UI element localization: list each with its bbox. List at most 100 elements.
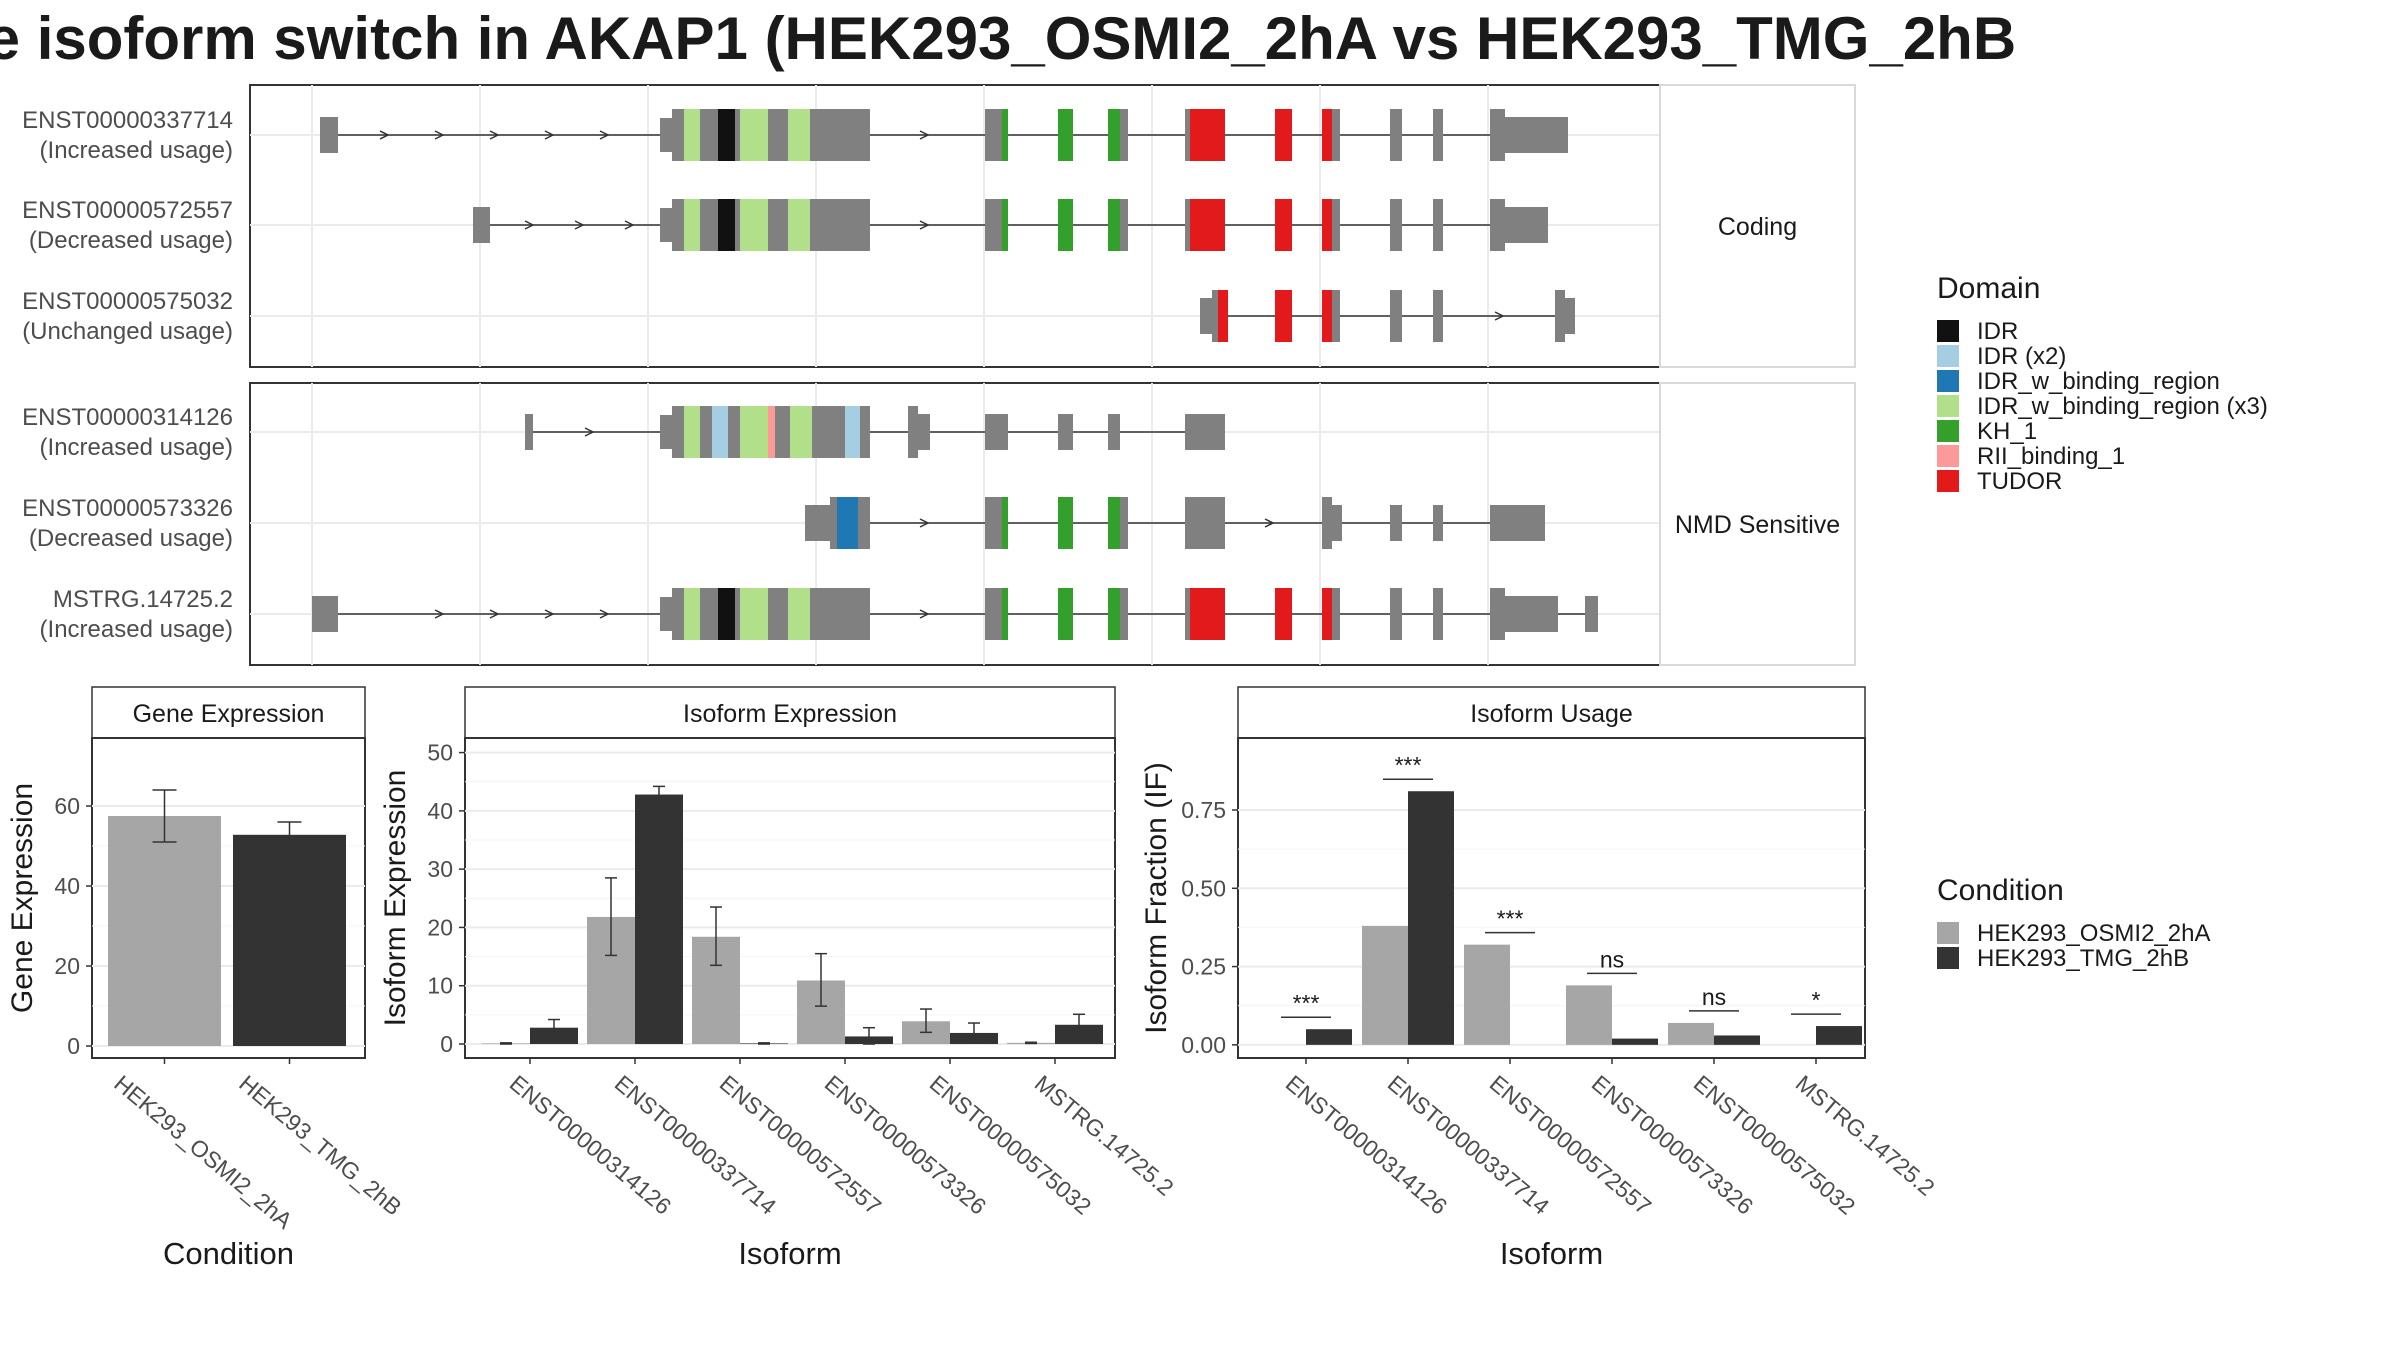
- domain-block: [1058, 199, 1073, 251]
- legend-label: HEK293_OSMI2_2hA: [1977, 920, 2210, 947]
- chart-title: Gene Expression: [133, 700, 325, 728]
- legend-key: [1937, 345, 1959, 367]
- y-axis-title: Isoform Expression: [379, 770, 412, 1027]
- isoform-usage-label: (Decreased usage): [29, 525, 233, 552]
- y-tick-label: 40: [427, 798, 453, 824]
- exon-block: [1555, 290, 1565, 342]
- chart-2: Isoform Expression 0 10 20 30 40 50 Isoform Exp…: [379, 686, 1179, 1271]
- exon-block: [1332, 505, 1342, 541]
- domain-block: [1002, 497, 1008, 549]
- exon-block: [1058, 414, 1073, 450]
- intron-arrow: [919, 518, 930, 528]
- legend-title: Condition: [1937, 874, 2064, 907]
- legend-key: [1937, 370, 1959, 392]
- x-axis-title: Condition: [163, 1236, 294, 1271]
- exon-block: [1200, 298, 1212, 334]
- exon-block: [1433, 290, 1443, 342]
- intron-arrow: [544, 130, 555, 140]
- exon-block: [660, 118, 672, 152]
- exon-block: [985, 109, 1002, 161]
- legend-label: KH_1: [1977, 418, 2037, 445]
- exon-block: [320, 117, 338, 153]
- domain-block: [1322, 109, 1332, 161]
- domain-block: [1002, 109, 1008, 161]
- exon-block: [1120, 497, 1128, 549]
- domain-block: [1058, 109, 1073, 161]
- exon-block: [672, 109, 684, 161]
- bar: [1612, 1038, 1658, 1045]
- significance-label: ***: [1293, 990, 1320, 1016]
- exon-block: [700, 109, 718, 161]
- exon-block: [1332, 290, 1340, 342]
- intron-arrow: [624, 220, 635, 230]
- domain-block: [684, 109, 700, 161]
- isoform-usage-label: (Increased usage): [40, 434, 233, 461]
- legend-key: [1937, 420, 1959, 442]
- exon-block: [1185, 199, 1190, 251]
- domain-block: [845, 406, 860, 458]
- exon-block: [700, 406, 712, 458]
- legend-label: IDR_w_binding_region (x3): [1977, 393, 2268, 420]
- isoform-id-label: ENST00000337714: [22, 107, 233, 134]
- chart-3: Isoform Usage 0.00 0.25 0.50 0.75 Isoform Fra…: [1140, 686, 1940, 1271]
- exon-block: [735, 588, 740, 640]
- bar: [1816, 1026, 1862, 1045]
- domain-block: [1058, 497, 1073, 549]
- intron-arrow: [489, 609, 500, 619]
- exon-block: [1120, 109, 1128, 161]
- y-tick-label: 10: [427, 973, 453, 999]
- exon-block: [858, 497, 870, 549]
- intron-arrow: [599, 609, 610, 619]
- exon-block: [660, 415, 672, 449]
- domain-block: [1275, 199, 1292, 251]
- significance-label: ***: [1395, 752, 1422, 778]
- exon-block: [525, 414, 533, 450]
- exon-block: [1108, 414, 1120, 450]
- exon-block: [1490, 505, 1545, 541]
- exon-block: [1120, 588, 1128, 640]
- intron-arrow: [919, 130, 930, 140]
- legend-label: IDR_w_binding_region: [1977, 368, 2220, 395]
- legend-key: [1937, 947, 1959, 969]
- bar-charts: Gene Expression 0 20 40 60 Gene Expression Con…: [6, 686, 1940, 1271]
- main-title: he isoform switch in AKAP1 (HEK293_OSMI2…: [0, 5, 2017, 72]
- domain-block: [1190, 588, 1225, 640]
- exon-block: [1505, 596, 1558, 632]
- bar: [1714, 1035, 1760, 1045]
- intron-arrow: [434, 130, 445, 140]
- domain-block: [1108, 199, 1120, 251]
- isoform-track: ENST00000572557 (Decreased usage): [22, 197, 1548, 254]
- facet-strip: [1659, 382, 1856, 666]
- domain-block: [1322, 290, 1332, 342]
- domain-block: [1190, 199, 1225, 251]
- intron-arrow: [1264, 518, 1275, 528]
- domain-block: [1108, 109, 1120, 161]
- domain-block: [788, 109, 810, 161]
- isoform-id-label: ENST00000575032: [22, 288, 233, 315]
- exon-block: [860, 406, 870, 458]
- domain-block: [1002, 588, 1008, 640]
- domain-block: [788, 588, 810, 640]
- exon-block: [812, 406, 845, 458]
- domain-block: [740, 406, 768, 458]
- exon-block: [985, 588, 1002, 640]
- legend-label: TUDOR: [1977, 468, 2062, 495]
- exon-block: [1490, 109, 1505, 161]
- exon-block: [1185, 588, 1190, 640]
- y-tick-label: 30: [427, 856, 453, 882]
- domain-block: [1002, 199, 1008, 251]
- legend-label: HEK293_TMG_2hB: [1977, 945, 2189, 972]
- exon-block: [1433, 588, 1443, 640]
- exon-block: [735, 199, 740, 251]
- y-axis-title: Isoform Fraction (IF): [1140, 762, 1173, 1034]
- domain-block: [1275, 109, 1292, 161]
- domain-block: [1218, 290, 1228, 342]
- domain-block: [1190, 109, 1225, 161]
- exon-block: [1505, 117, 1568, 153]
- exon-block: [1433, 505, 1443, 541]
- domain-block: [1322, 588, 1332, 640]
- exon-block: [1390, 109, 1402, 161]
